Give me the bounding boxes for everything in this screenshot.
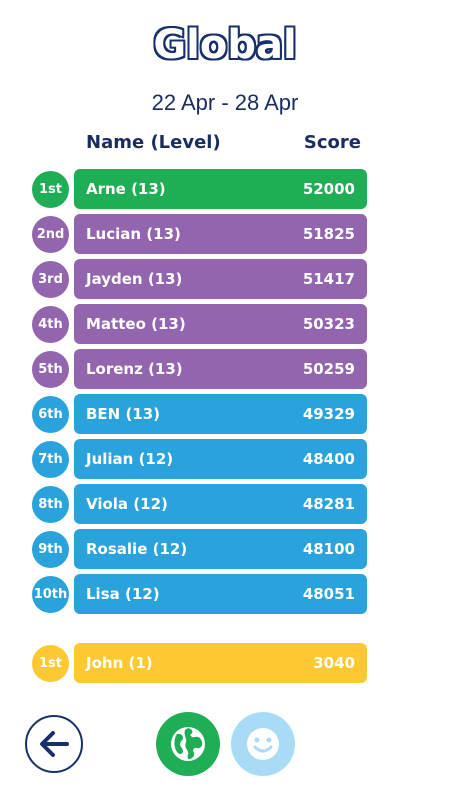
rank-badge: 6th <box>32 396 69 433</box>
player-score: 48051 <box>302 585 355 603</box>
friends-tab-button[interactable] <box>231 712 295 776</box>
player-score: 49329 <box>302 405 355 423</box>
rank-badge: 1st <box>32 645 69 682</box>
leaderboard-row: 8th Viola (12) 48281 <box>32 484 367 524</box>
player-bar: Viola (12) 48281 <box>74 484 367 524</box>
player-score: 48281 <box>302 495 355 513</box>
player-bar: John (1) 3040 <box>74 643 367 683</box>
smiley-face-icon <box>247 728 279 760</box>
rank-badge: 4th <box>32 306 69 343</box>
leaderboard-row: 6th BEN (13) 49329 <box>32 394 367 434</box>
player-score: 52000 <box>302 180 355 198</box>
column-header-score: Score <box>303 132 361 153</box>
player-name: Arne (13) <box>86 180 166 198</box>
rank-badge: 9th <box>32 531 69 568</box>
globe-icon <box>171 727 205 761</box>
leaderboard-row: 3rd Jayden (13) 51417 <box>32 259 367 299</box>
rank-badge: 7th <box>32 441 69 478</box>
player-name: BEN (13) <box>86 405 161 423</box>
player-name: Lisa (12) <box>86 585 160 603</box>
player-bar: Matteo (13) 50323 <box>74 304 367 344</box>
player-bar: Jayden (13) 51417 <box>74 259 367 299</box>
leaderboard-row: 4th Matteo (13) 50323 <box>32 304 367 344</box>
player-score: 50259 <box>302 360 355 378</box>
player-bar: Lorenz (13) 50259 <box>74 349 367 389</box>
player-score: 48400 <box>302 450 355 468</box>
current-user-row: 1st John (1) 3040 <box>32 643 367 683</box>
player-bar: BEN (13) 49329 <box>74 394 367 434</box>
rank-badge: 2nd <box>32 216 69 253</box>
player-bar: Lisa (12) 48051 <box>74 574 367 614</box>
player-score: 48100 <box>302 540 355 558</box>
column-header-name: Name (Level) <box>86 132 221 153</box>
leaderboard-row: 7th Julian (12) 48400 <box>32 439 367 479</box>
arrow-left-icon <box>40 731 69 757</box>
rank-badge: 8th <box>32 486 69 523</box>
player-bar: Lucian (13) 51825 <box>74 214 367 254</box>
leaderboard-row: 5th Lorenz (13) 50259 <box>32 349 367 389</box>
player-bar: Rosalie (12) 48100 <box>74 529 367 569</box>
rank-badge: 5th <box>32 351 69 388</box>
player-bar: Arne (13) 52000 <box>74 169 367 209</box>
player-name: Viola (12) <box>86 495 168 513</box>
rank-badge: 10th <box>32 576 69 613</box>
player-score: 3040 <box>313 654 355 672</box>
player-score: 51825 <box>302 225 355 243</box>
leaderboard-row: 1st Arne (13) 52000 <box>32 169 367 209</box>
page-title: Global <box>152 21 298 70</box>
player-name: Jayden (13) <box>86 270 183 288</box>
player-bar: Julian (12) 48400 <box>74 439 367 479</box>
player-name: Rosalie (12) <box>86 540 188 558</box>
player-name: John (1) <box>86 654 153 672</box>
leaderboard-row: 10th Lisa (12) 48051 <box>32 574 367 614</box>
player-score: 50323 <box>302 315 355 333</box>
player-name: Lucian (13) <box>86 225 181 243</box>
leaderboard-row: 2nd Lucian (13) 51825 <box>32 214 367 254</box>
date-range: 22 Apr - 28 Apr <box>151 90 299 115</box>
rank-badge: 1st <box>32 171 69 208</box>
leaderboard-row: 9th Rosalie (12) 48100 <box>32 529 367 569</box>
back-button[interactable] <box>25 715 83 773</box>
player-score: 51417 <box>302 270 355 288</box>
player-name: Matteo (13) <box>86 315 186 333</box>
player-name: Lorenz (13) <box>86 360 183 378</box>
global-tab-button[interactable] <box>156 712 220 776</box>
player-name: Julian (12) <box>86 450 174 468</box>
rank-badge: 3rd <box>32 261 69 298</box>
